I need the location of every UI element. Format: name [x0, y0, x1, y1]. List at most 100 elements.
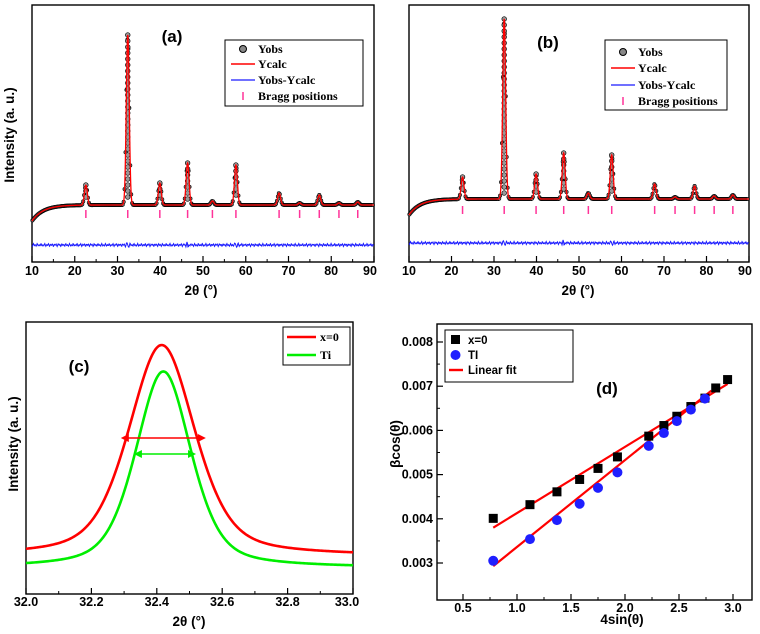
panel-b-xlabel: 2θ (°) — [562, 283, 595, 298]
panel-d-ytick-label: 0.004 — [402, 512, 433, 526]
panel-a-difference-line — [31, 241, 375, 249]
panel-b-difference-line — [408, 239, 750, 247]
panel-a-xlabel: 2θ (°) — [185, 283, 218, 298]
panel-b-yobs-point — [501, 148, 507, 154]
panel-d-x0-point — [612, 452, 622, 462]
panel-d-x0-point — [552, 487, 562, 497]
panel-b-yobs-point — [609, 188, 615, 194]
panel-d-ytick-label: 0.005 — [402, 468, 433, 482]
panel-a-yobs-point — [125, 50, 131, 56]
panel-b-yobs-point — [501, 40, 507, 46]
panel-c-legend: x=0 Ti — [282, 326, 351, 366]
panel-c-series-ti-line — [25, 370, 354, 567]
panel-d-label: (d) — [596, 379, 618, 398]
panel-c-xtick-label: 33.0 — [335, 595, 359, 609]
panel-d-legend-ti-marker — [450, 350, 461, 360]
panel-d-ti-point — [612, 467, 623, 478]
panel-a-ycalc-line — [31, 34, 374, 222]
panel-a-yobs-point — [125, 158, 131, 164]
panel-b-yobs-point — [609, 158, 615, 164]
panel-b-legend-bragg: Bragg positions — [638, 94, 718, 108]
panel-d-xtick-label: 2.0 — [616, 601, 633, 615]
panel-a-yobs-point — [125, 62, 131, 68]
panel-c-xtick-labels: 32.0 32.2 32.4 32.6 32.8 33.0 — [14, 595, 359, 609]
panel-d-ytick-label: 0.006 — [402, 423, 433, 437]
panel-c-series-x0-line — [25, 343, 354, 554]
panel-a-yobs-point — [125, 164, 131, 170]
panel-a-xtick-label: 60 — [239, 264, 253, 278]
panel-d-frame — [436, 323, 753, 601]
panel-a-xtick-label: 10 — [25, 264, 39, 278]
panel-b-xtick-label: 80 — [700, 264, 714, 278]
panel-c-xtick-label: 32.6 — [210, 595, 234, 609]
panel-d-ytick-label: 0.008 — [402, 335, 433, 349]
panel-b-yobs-point — [501, 190, 507, 196]
panel-b-xtick-labels: 10 20 30 40 50 60 70 80 90 — [402, 264, 752, 278]
panel-b-yobs-point — [501, 172, 507, 178]
panel-a-legend-bragg: Bragg positions — [258, 89, 338, 103]
panel-a-xtick-label: 80 — [324, 264, 338, 278]
panel-d-legend-x0: x=0 — [468, 335, 488, 347]
panel-b-xtick-label: 10 — [402, 264, 416, 278]
panel-b-legend-obs: Yobs — [638, 45, 663, 59]
panel-c-label: (c) — [69, 357, 90, 376]
panel-c: Intensity (a. u.) (c) 32.0 32.2 32.4 32.… — [6, 321, 359, 629]
panel-d-xtick-label: 2.5 — [670, 601, 687, 615]
panel-b-xtick-label: 60 — [615, 264, 629, 278]
panel-d-x0-point — [723, 375, 733, 385]
panel-b-legend-diff: Yobs-Ycalc — [638, 78, 696, 92]
panel-c-xtick-label: 32.8 — [275, 595, 299, 609]
panel-d-ti-point — [685, 404, 696, 415]
panel-c-fwhm-arrowhead — [120, 434, 129, 442]
panel-d-ti-point — [488, 555, 499, 566]
panel-d-x0-point — [525, 500, 535, 510]
panel-b-yobs-point — [501, 178, 507, 184]
panel-c-xlabel: 2θ (°) — [173, 614, 206, 629]
panel-d-xtick-label: 0.5 — [454, 601, 471, 615]
panel-c-legend-box — [282, 326, 351, 366]
panel-b-xtick-label: 40 — [530, 264, 544, 278]
panel-c-xtick-label: 32.0 — [14, 595, 38, 609]
panel-a-xtick-label: 40 — [153, 264, 167, 278]
panel-a-xtick-label: 70 — [282, 264, 296, 278]
panel-b-label: (b) — [537, 33, 559, 52]
panel-d-legend-fit: Linear fit — [468, 365, 517, 377]
panel-a-ylabel: Intensity (a. u.) — [2, 87, 17, 182]
panel-a-legend: Yobs Ycalc Yobs-Ycalc Bragg positions — [224, 39, 364, 107]
panel-b-xtick-label: 90 — [738, 264, 752, 278]
panel-b-yobs-point — [501, 160, 507, 166]
panel-b-yobs-point — [501, 184, 507, 190]
panel-a-xtick-label: 50 — [196, 264, 210, 278]
panel-c-legend-x0: x=0 — [320, 330, 339, 344]
panel-d-ytick-label: 0.007 — [402, 379, 433, 393]
panel-d-x0-point — [659, 421, 669, 431]
panel-d-xtick-label: 3.0 — [724, 601, 741, 615]
panel-b-xtick-label: 20 — [445, 264, 459, 278]
panel-a: Intensity (a. u.) (a) 10 20 30 40 50 60 … — [2, 4, 377, 298]
panel-a-xtick-labels: 10 20 30 40 50 60 70 80 90 — [25, 264, 377, 278]
panel-d-x0-point — [644, 431, 654, 441]
panel-a-legend-box — [224, 39, 364, 107]
panel-a-yobs-point — [184, 196, 191, 202]
panel-a-xtick-label: 20 — [68, 264, 82, 278]
panel-d-x0-point — [593, 463, 603, 473]
panel-c-ylabel: Intensity (a. u.) — [6, 396, 21, 491]
panel-c-fwhm-arrowhead — [197, 434, 206, 442]
panel-a-yobs-point — [125, 188, 131, 194]
panel-d-ti-point — [551, 515, 562, 526]
panel-a-yobs-point — [125, 56, 131, 62]
panel-d-ti-point — [574, 498, 585, 509]
panel-c-legend-ti: Ti — [320, 348, 332, 362]
panel-d: βcos(θ) (d) 4sin(θ) x=0 TI Linear fit 0.… — [388, 323, 753, 627]
panel-b-legend-obs-marker — [619, 48, 627, 56]
panel-b-ycalc-line — [408, 18, 749, 216]
panel-d-xtick-label: 1.0 — [508, 601, 525, 615]
panel-a-yobs-point — [125, 176, 131, 182]
panel-a-yobs-point — [125, 182, 131, 188]
panel-a-yobs-point — [233, 168, 239, 174]
panel-d-legend-ti: TI — [468, 350, 478, 362]
panel-d-ti-point — [643, 440, 654, 451]
panel-a-label: (a) — [162, 27, 183, 46]
panel-d-xlabel: 4sin(θ) — [600, 612, 643, 627]
